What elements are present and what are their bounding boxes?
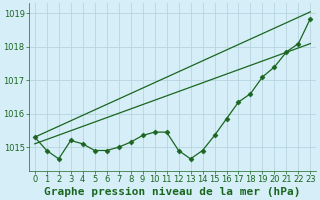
X-axis label: Graphe pression niveau de la mer (hPa): Graphe pression niveau de la mer (hPa) [44, 186, 301, 197]
